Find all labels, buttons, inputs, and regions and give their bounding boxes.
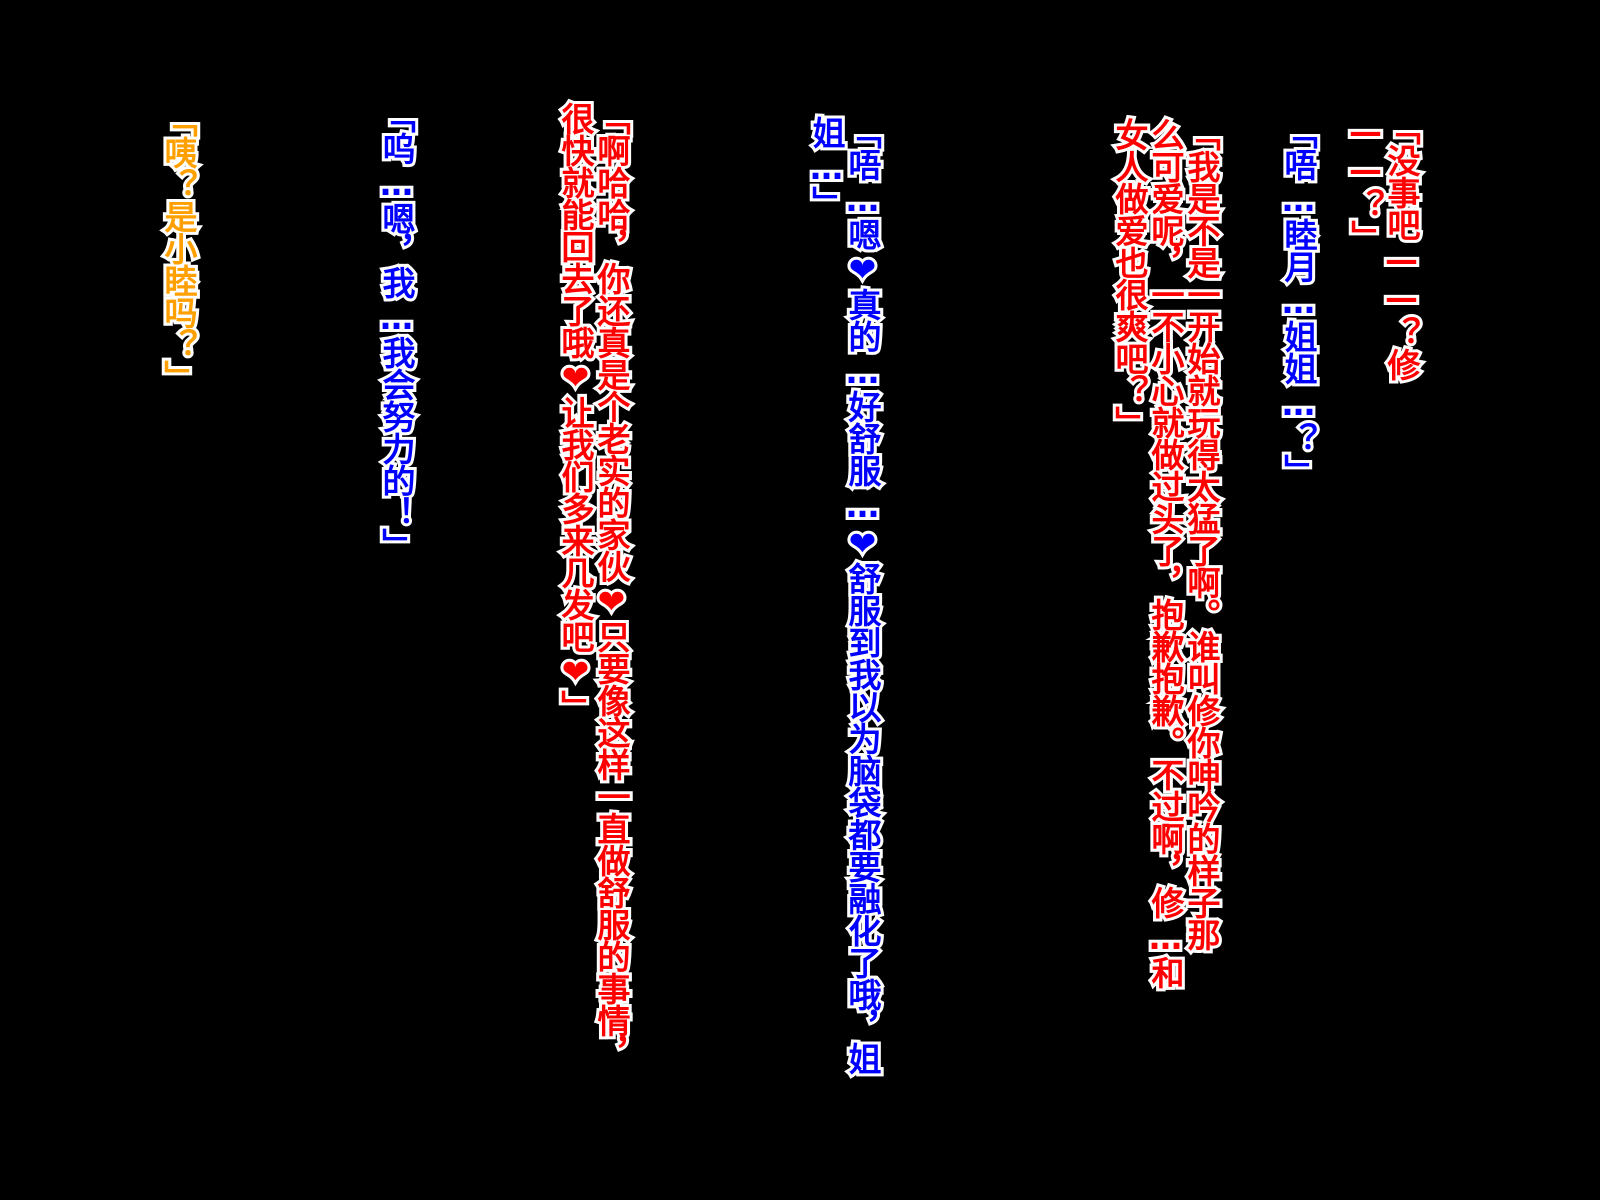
dialogue-line-5: 「啊哈哈，你还真是个老实的家伙❤只要像这样一直做舒服的事情， 很快就能回去了哦❤… (553, 99, 634, 1071)
dialogue-line-6: 「呜…嗯，我…我会努力的！」 (374, 97, 419, 563)
dialogue-line-4: 「唔…嗯❤真的…好舒服…❤舒服到我以为脑袋都要融化了哦，姐 姐…」 (804, 113, 885, 1077)
dialogue-line-1: 「没事吧——？修 ——？」 (1343, 109, 1424, 383)
dialogue-line-7: 「咦？是小睦吗？」 (156, 101, 201, 395)
dialogue-line-2: 「唔…睦月…姐姐…？」 (1276, 113, 1321, 489)
dialogue-line-3: 「我是不是一开始就玩得太猛了啊。谁叫修你呻吟的样子那 么可爱呢，一不小心就做过头… (1107, 115, 1224, 991)
